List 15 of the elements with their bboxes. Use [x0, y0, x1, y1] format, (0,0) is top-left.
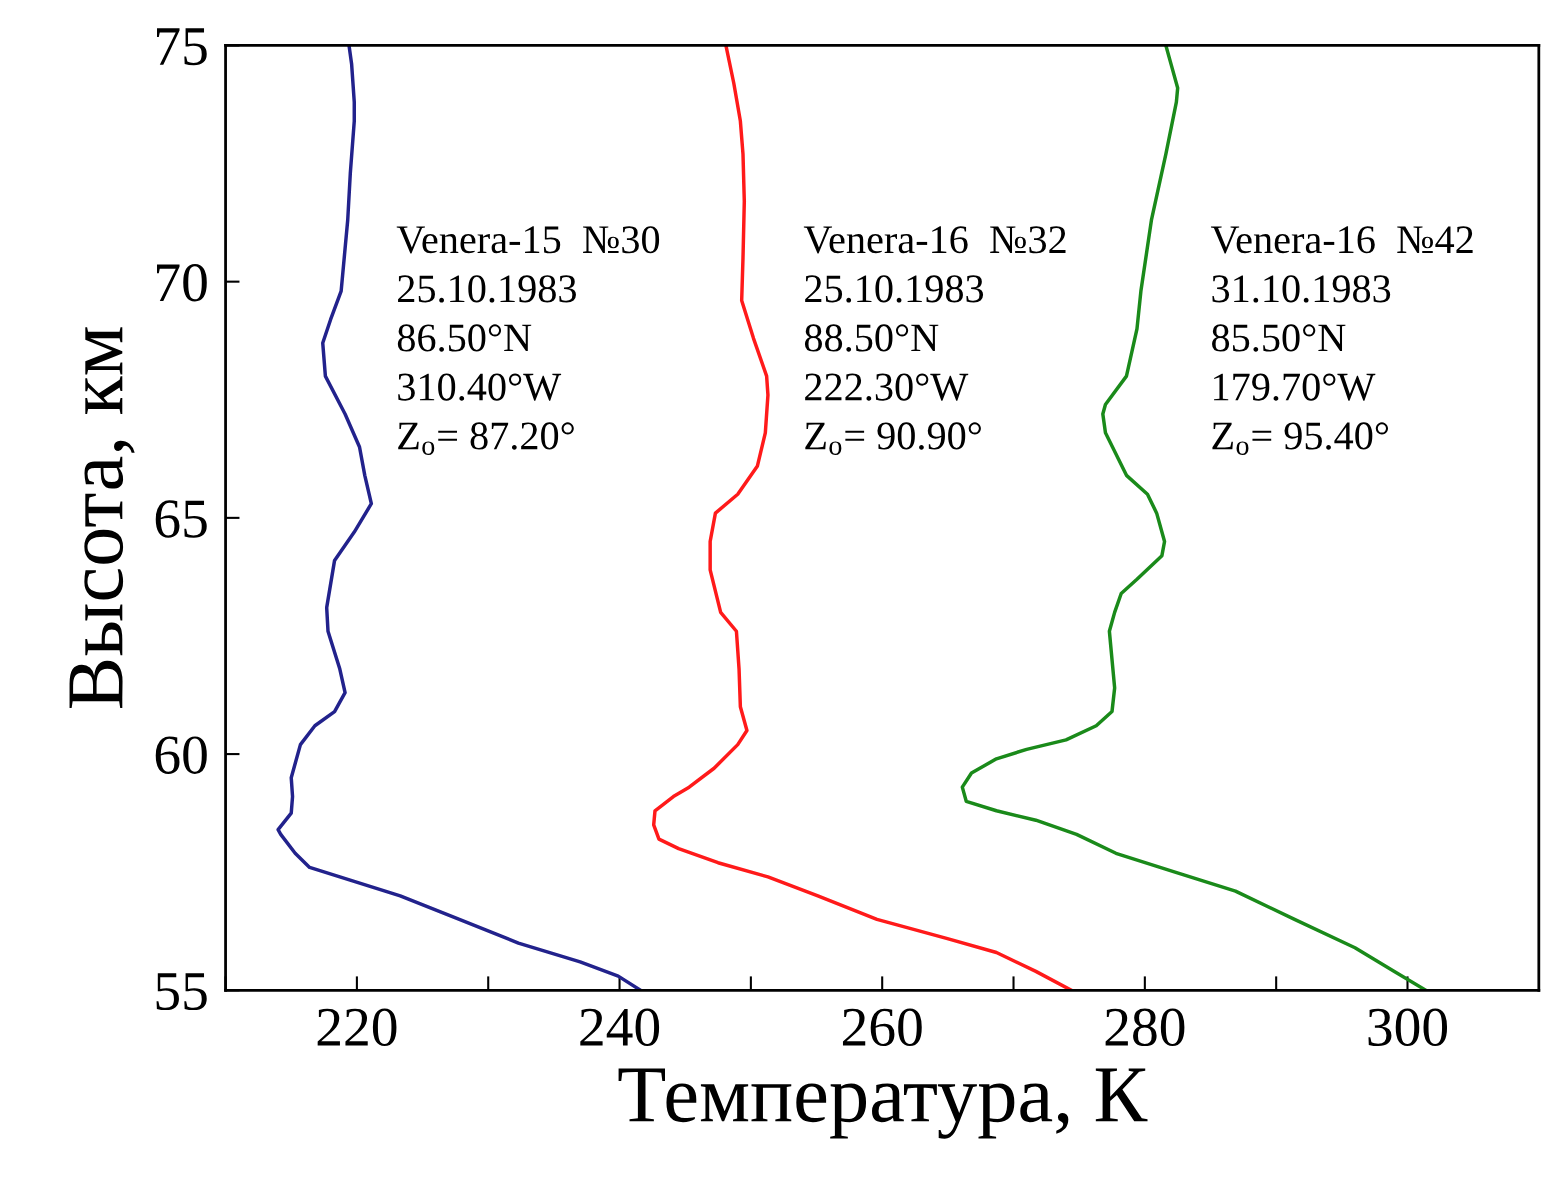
y-tick-label: 70 — [157, 263, 207, 302]
y-tick-label: 65 — [155, 500, 207, 538]
annotation: Venera-16 №42 31.10.1983 85.50°N 179.70°W Z$_{o}$= 95.40° — [1210, 226, 1473, 455]
y-axis-title: Высота, км — [69, 327, 135, 709]
x-tick-label: 260 — [842, 1008, 922, 1047]
annotation: Venera-15 №30 25.10.1983 86.50°N 310.40°W Z$_{o}$= 87.20° — [396, 226, 660, 455]
x-tick-label: 280 — [1105, 1008, 1185, 1047]
y-tick-label: 60 — [155, 736, 207, 774]
x-axis-title: Температура, К — [618, 1068, 1148, 1139]
annotation: Venera-16 №32 25.10.1983 88.50°N 222.30°W Z$_{o}$= 90.90° — [803, 226, 1066, 455]
y-tick-label: 55 — [156, 973, 207, 1011]
x-tick-label: 240 — [580, 1008, 660, 1047]
y-tick-label: 75 — [157, 28, 207, 66]
x-tick-label: 300 — [1368, 1008, 1448, 1047]
x-tick-label: 220 — [317, 1008, 397, 1047]
